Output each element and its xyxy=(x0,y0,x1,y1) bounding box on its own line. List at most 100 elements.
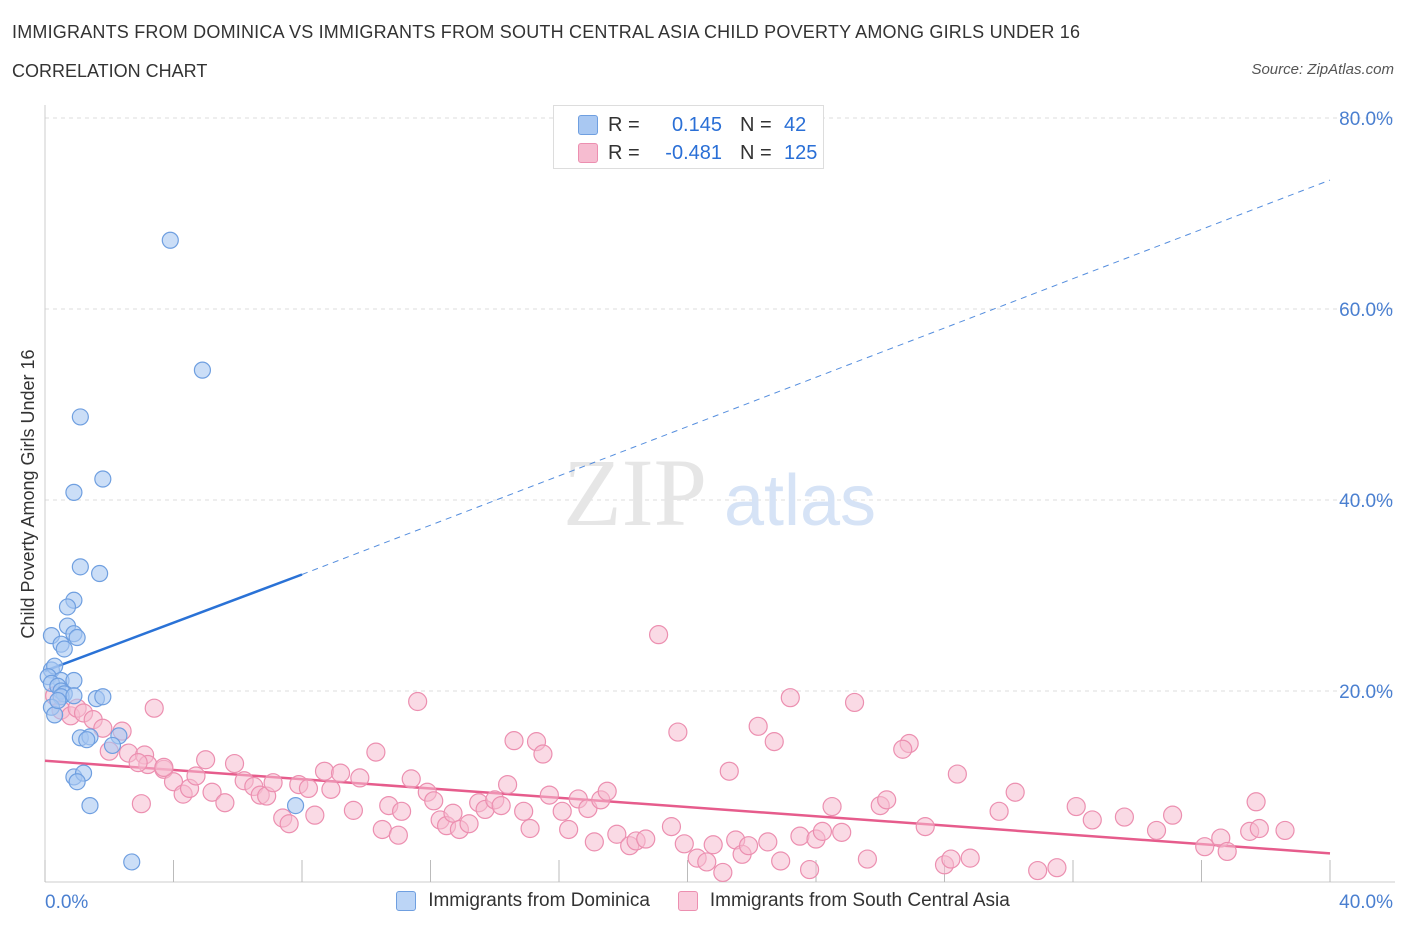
point-south-central-asia xyxy=(960,848,980,868)
x-tick-label-max: 40.0% xyxy=(1339,892,1393,913)
point-dominica xyxy=(161,231,179,249)
point-south-central-asia xyxy=(504,731,524,751)
point-south-central-asia xyxy=(597,781,617,801)
chart-subtitle: CORRELATION CHART xyxy=(12,61,208,81)
watermark-zip: ZIP xyxy=(563,439,707,546)
watermark: ZIP atlas xyxy=(563,439,876,546)
point-south-central-asia xyxy=(459,814,479,834)
chart-title: IMMIGRANTS FROM DOMINICA VS IMMIGRANTS F… xyxy=(12,22,1081,42)
point-south-central-asia xyxy=(491,795,511,816)
point-dominica xyxy=(103,736,122,755)
point-south-central-asia xyxy=(1066,796,1086,817)
watermark-atlas: atlas xyxy=(724,461,876,541)
tick-labels: 20.0% 40.0% 60.0% 80.0% 0.0% 40.0% xyxy=(45,109,1393,913)
point-south-central-asia xyxy=(186,766,206,786)
point-dominica xyxy=(65,671,83,690)
point-south-central-asia xyxy=(648,625,669,645)
point-south-central-asia xyxy=(391,801,412,821)
point-south-central-asia xyxy=(93,718,113,738)
point-south-central-asia xyxy=(1114,807,1135,827)
point-dominica xyxy=(68,773,86,791)
point-south-central-asia xyxy=(559,819,579,840)
point-south-central-asia xyxy=(915,817,935,837)
trend-line-south-central-asia xyxy=(44,759,1331,855)
series-legend: Immigrants from Dominica Immigrants from… xyxy=(0,890,1406,912)
point-south-central-asia xyxy=(1195,837,1215,857)
point-dominica xyxy=(94,688,112,706)
point-south-central-asia xyxy=(388,825,408,845)
point-south-central-asia xyxy=(298,778,319,799)
point-south-central-asia xyxy=(128,753,148,773)
point-south-central-asia xyxy=(1249,818,1269,839)
legend-item-dominica[interactable]: Immigrants from Dominica xyxy=(396,890,650,912)
point-south-central-asia xyxy=(1162,805,1183,825)
point-dominica xyxy=(123,853,141,871)
point-dominica xyxy=(65,483,83,501)
legend-row-dominica: R = 0.145 N = 42 xyxy=(578,112,824,138)
point-south-central-asia xyxy=(350,768,370,788)
point-south-central-asia xyxy=(799,859,820,880)
point-south-central-asia xyxy=(844,692,865,713)
point-south-central-asia xyxy=(372,819,392,840)
point-dominica xyxy=(71,558,89,576)
y-axis-label: Child Poverty Among Girls Under 16 xyxy=(18,349,38,638)
point-south-central-asia xyxy=(202,782,222,802)
point-south-central-asia xyxy=(636,829,656,849)
n-label: N = xyxy=(740,141,772,164)
r-label: R = xyxy=(608,113,640,136)
point-south-central-asia xyxy=(1005,782,1025,802)
point-south-central-asia xyxy=(1028,860,1048,881)
point-dominica xyxy=(58,598,77,616)
point-dominica xyxy=(286,796,305,815)
point-dominica xyxy=(71,408,89,426)
point-south-central-asia xyxy=(401,769,421,789)
point-south-central-asia xyxy=(790,826,810,846)
y-tick-label: 40.0% xyxy=(1339,491,1393,512)
point-south-central-asia xyxy=(719,761,739,781)
point-south-central-asia xyxy=(514,801,534,821)
point-dominica xyxy=(46,706,64,724)
point-south-central-asia xyxy=(196,750,216,770)
point-south-central-asia xyxy=(1082,810,1102,830)
point-south-central-asia xyxy=(738,836,759,856)
point-south-central-asia xyxy=(674,834,694,854)
point-south-central-asia xyxy=(771,851,791,871)
point-south-central-asia xyxy=(443,803,463,823)
point-south-central-asia xyxy=(154,757,174,778)
source-credit: Source: ZipAtlas.com xyxy=(1251,61,1394,78)
point-south-central-asia xyxy=(330,763,351,783)
point-south-central-asia xyxy=(279,814,299,834)
trend-lines xyxy=(44,179,1331,855)
trend-line-dominica xyxy=(44,573,303,673)
point-south-central-asia xyxy=(520,818,540,839)
point-south-central-asia xyxy=(1217,841,1237,862)
axes xyxy=(44,105,1395,883)
legend-item-south-central-asia[interactable]: Immigrants from South Central Asia xyxy=(677,890,1010,912)
y-tick-label: 80.0% xyxy=(1339,109,1393,130)
r-value: 0.145 xyxy=(671,113,722,136)
legend-row-south-central-asia: R = -0.481 N = 125 xyxy=(578,140,824,166)
point-dominica xyxy=(68,628,86,647)
gridlines xyxy=(45,117,1395,692)
point-dominica xyxy=(91,564,109,583)
y-tick-label: 20.0% xyxy=(1339,682,1393,703)
point-south-central-asia xyxy=(877,790,897,810)
point-south-central-asia xyxy=(748,716,768,736)
point-south-central-asia xyxy=(533,744,553,764)
point-south-central-asia xyxy=(832,822,852,842)
point-south-central-asia xyxy=(343,800,363,820)
legend-label-south-central-asia: Immigrants from South Central Asia xyxy=(709,890,1010,911)
point-south-central-asia xyxy=(947,764,967,784)
point-south-central-asia xyxy=(366,742,386,762)
point-south-central-asia xyxy=(857,849,878,869)
point-south-central-asia xyxy=(224,753,245,774)
correlation-legend: R = 0.145 N = 42 R = -0.481 N = 125 xyxy=(553,105,824,169)
legend-swatch-blue xyxy=(396,891,417,911)
n-value: 125 xyxy=(784,141,818,164)
point-south-central-asia xyxy=(498,774,518,795)
point-south-central-asia xyxy=(144,698,164,718)
point-dominica xyxy=(49,691,67,710)
point-south-central-asia xyxy=(314,761,335,781)
x-tick-label-min: 0.0% xyxy=(45,892,88,913)
point-south-central-asia xyxy=(1246,792,1266,812)
